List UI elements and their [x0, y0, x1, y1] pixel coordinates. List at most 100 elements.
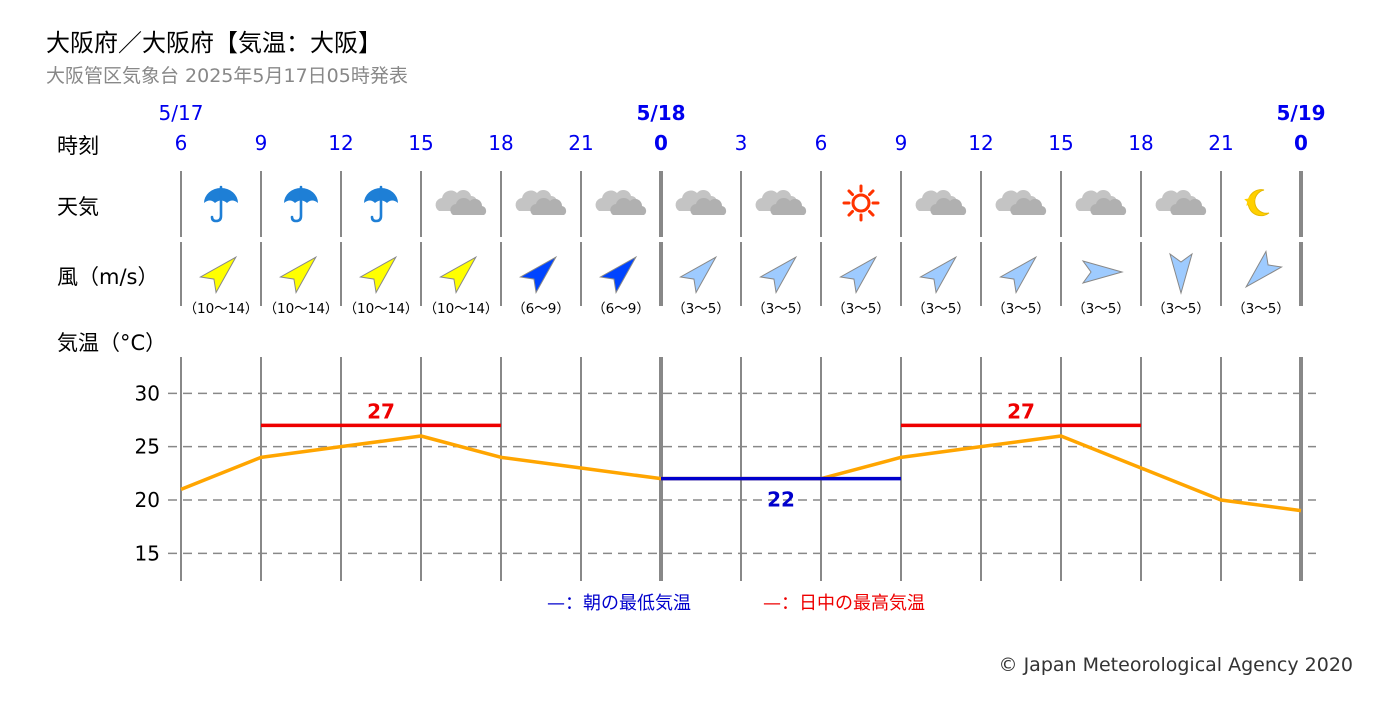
date-labels: 5/17 5/18 5/19 [159, 101, 1326, 125]
temperature-labels: 27 27 22 [261, 399, 1141, 512]
y-axis-ticks: 30 25 20 15 [135, 381, 160, 565]
chart-subtitle: 大阪管区気象台 2025年5月17日05時発表 [46, 65, 408, 87]
wind-arrow-shape [438, 255, 478, 295]
wind-arrow [598, 255, 638, 295]
chart-title: 大阪府／大阪府【気温：大阪】 [46, 29, 382, 57]
wind-arrow [758, 255, 798, 295]
copyright: © Japan Meteorological Agency 2020 [999, 654, 1353, 676]
sun-disc [851, 193, 871, 213]
cloud-front [1170, 197, 1207, 215]
sunny-icon [842, 184, 880, 222]
hour-label: 15 [1048, 131, 1073, 155]
hour-label: 18 [1128, 131, 1153, 155]
legend-min: —：朝の最低気温 [547, 593, 691, 614]
wind-arrow [918, 255, 958, 295]
wind-arrow-shape [1169, 252, 1193, 295]
cloudy-icon [915, 189, 967, 215]
hour-label: 9 [255, 131, 268, 155]
wind-arrow [1169, 252, 1193, 295]
wind-speed-range: （3〜5） [912, 301, 970, 317]
umbrella-handle [290, 185, 303, 223]
umbrella-handle [370, 185, 383, 223]
temperature-row-label: 気温（°C） [57, 331, 166, 355]
wind-speed-range: （3〜5） [992, 301, 1050, 317]
wind-arrow [1244, 249, 1284, 289]
hour-label: 12 [328, 131, 353, 155]
wind-speed-range: （3〜5） [752, 301, 810, 317]
hour-label: 12 [968, 131, 993, 155]
wind-arrow-shape [998, 255, 1038, 295]
hour-label: 3 [735, 131, 748, 155]
wind-arrow-shape [198, 255, 238, 295]
sun-ray [867, 209, 875, 217]
hour-label: 9 [895, 131, 908, 155]
y-tick-label: 30 [135, 381, 160, 405]
hour-label: 21 [568, 131, 593, 155]
sun-ray [847, 189, 855, 197]
wind-arrow [518, 255, 558, 295]
time-row-label: 時刻 [57, 134, 99, 158]
wind-arrow-shape [358, 255, 398, 295]
cloudy-icon [595, 189, 647, 215]
wind-speed-range: （10〜14） [424, 301, 499, 317]
cloud-front [770, 197, 807, 215]
cloud-front [1010, 197, 1047, 215]
wind-arrow [1081, 260, 1124, 284]
wind-arrow [198, 255, 238, 295]
star [1244, 195, 1256, 206]
hour-label: 15 [408, 131, 433, 155]
cloud-front [690, 197, 727, 215]
hour-label: 6 [175, 131, 188, 155]
wind-arrow-shape [918, 255, 958, 295]
wind-row-label: 風（m/s） [57, 265, 158, 289]
y-tick-label: 20 [135, 488, 160, 512]
cloudy-icon [675, 189, 727, 215]
temperature-grid [168, 357, 1316, 581]
cloudy-icon [1075, 189, 1127, 215]
wind-speed-range: （3〜5） [1152, 301, 1210, 317]
hour-label: 0 [1294, 131, 1308, 155]
wind-speed-range: （6〜9） [512, 301, 570, 317]
date-label: 5/17 [159, 101, 204, 125]
sun-ray [847, 209, 855, 217]
cloud-front [930, 197, 967, 215]
max-temperature-label: 27 [367, 399, 395, 423]
sun-ray [867, 189, 875, 197]
cloud-front [530, 197, 567, 215]
wind-arrow [358, 255, 398, 295]
cloudy-icon [1155, 189, 1207, 215]
wind-arrow [278, 255, 318, 295]
wind-speed-range: （10〜14） [184, 301, 259, 317]
y-tick-label: 25 [135, 435, 160, 459]
cloudy-icon [755, 189, 807, 215]
hour-label: 6 [815, 131, 828, 155]
wind-arrow-shape [838, 255, 878, 295]
rain-umbrella-icon [204, 185, 238, 223]
min-temperature-label: 22 [767, 488, 795, 512]
wind-arrow-shape [598, 255, 638, 295]
clear-night-icon [1244, 189, 1270, 217]
wind-arrow-shape [518, 255, 558, 295]
hour-labels: 6 9 12 15 18 21 0 3 6 9 12 15 18 21 0 [175, 131, 1308, 155]
wind-speed-range: （3〜5） [672, 301, 730, 317]
hour-label: 21 [1208, 131, 1233, 155]
hour-label: 0 [654, 131, 668, 155]
umbrella-handle [210, 185, 223, 223]
cloudy-icon [995, 189, 1047, 215]
cloud-front [610, 197, 647, 215]
wind-arrow [678, 255, 718, 295]
rain-umbrella-icon [284, 185, 318, 223]
wind-speed-range: （3〜5） [1072, 301, 1130, 317]
wind-arrow-shape [278, 255, 318, 295]
wind-arrow [838, 255, 878, 295]
y-tick-label: 15 [135, 541, 160, 565]
date-label: 5/19 [1276, 101, 1325, 125]
wind-arrow [998, 255, 1038, 295]
cloudy-icon [515, 189, 567, 215]
wind-arrow-shape [758, 255, 798, 295]
wind-speed-range: （3〜5） [832, 301, 890, 317]
wind-arrow-shape [1081, 260, 1124, 284]
max-temperature-label: 27 [1007, 399, 1035, 423]
wind-arrows: （10〜14） （10〜14） （10〜14） （10〜14） （6〜9） （6〜9） （3… [184, 249, 1290, 317]
